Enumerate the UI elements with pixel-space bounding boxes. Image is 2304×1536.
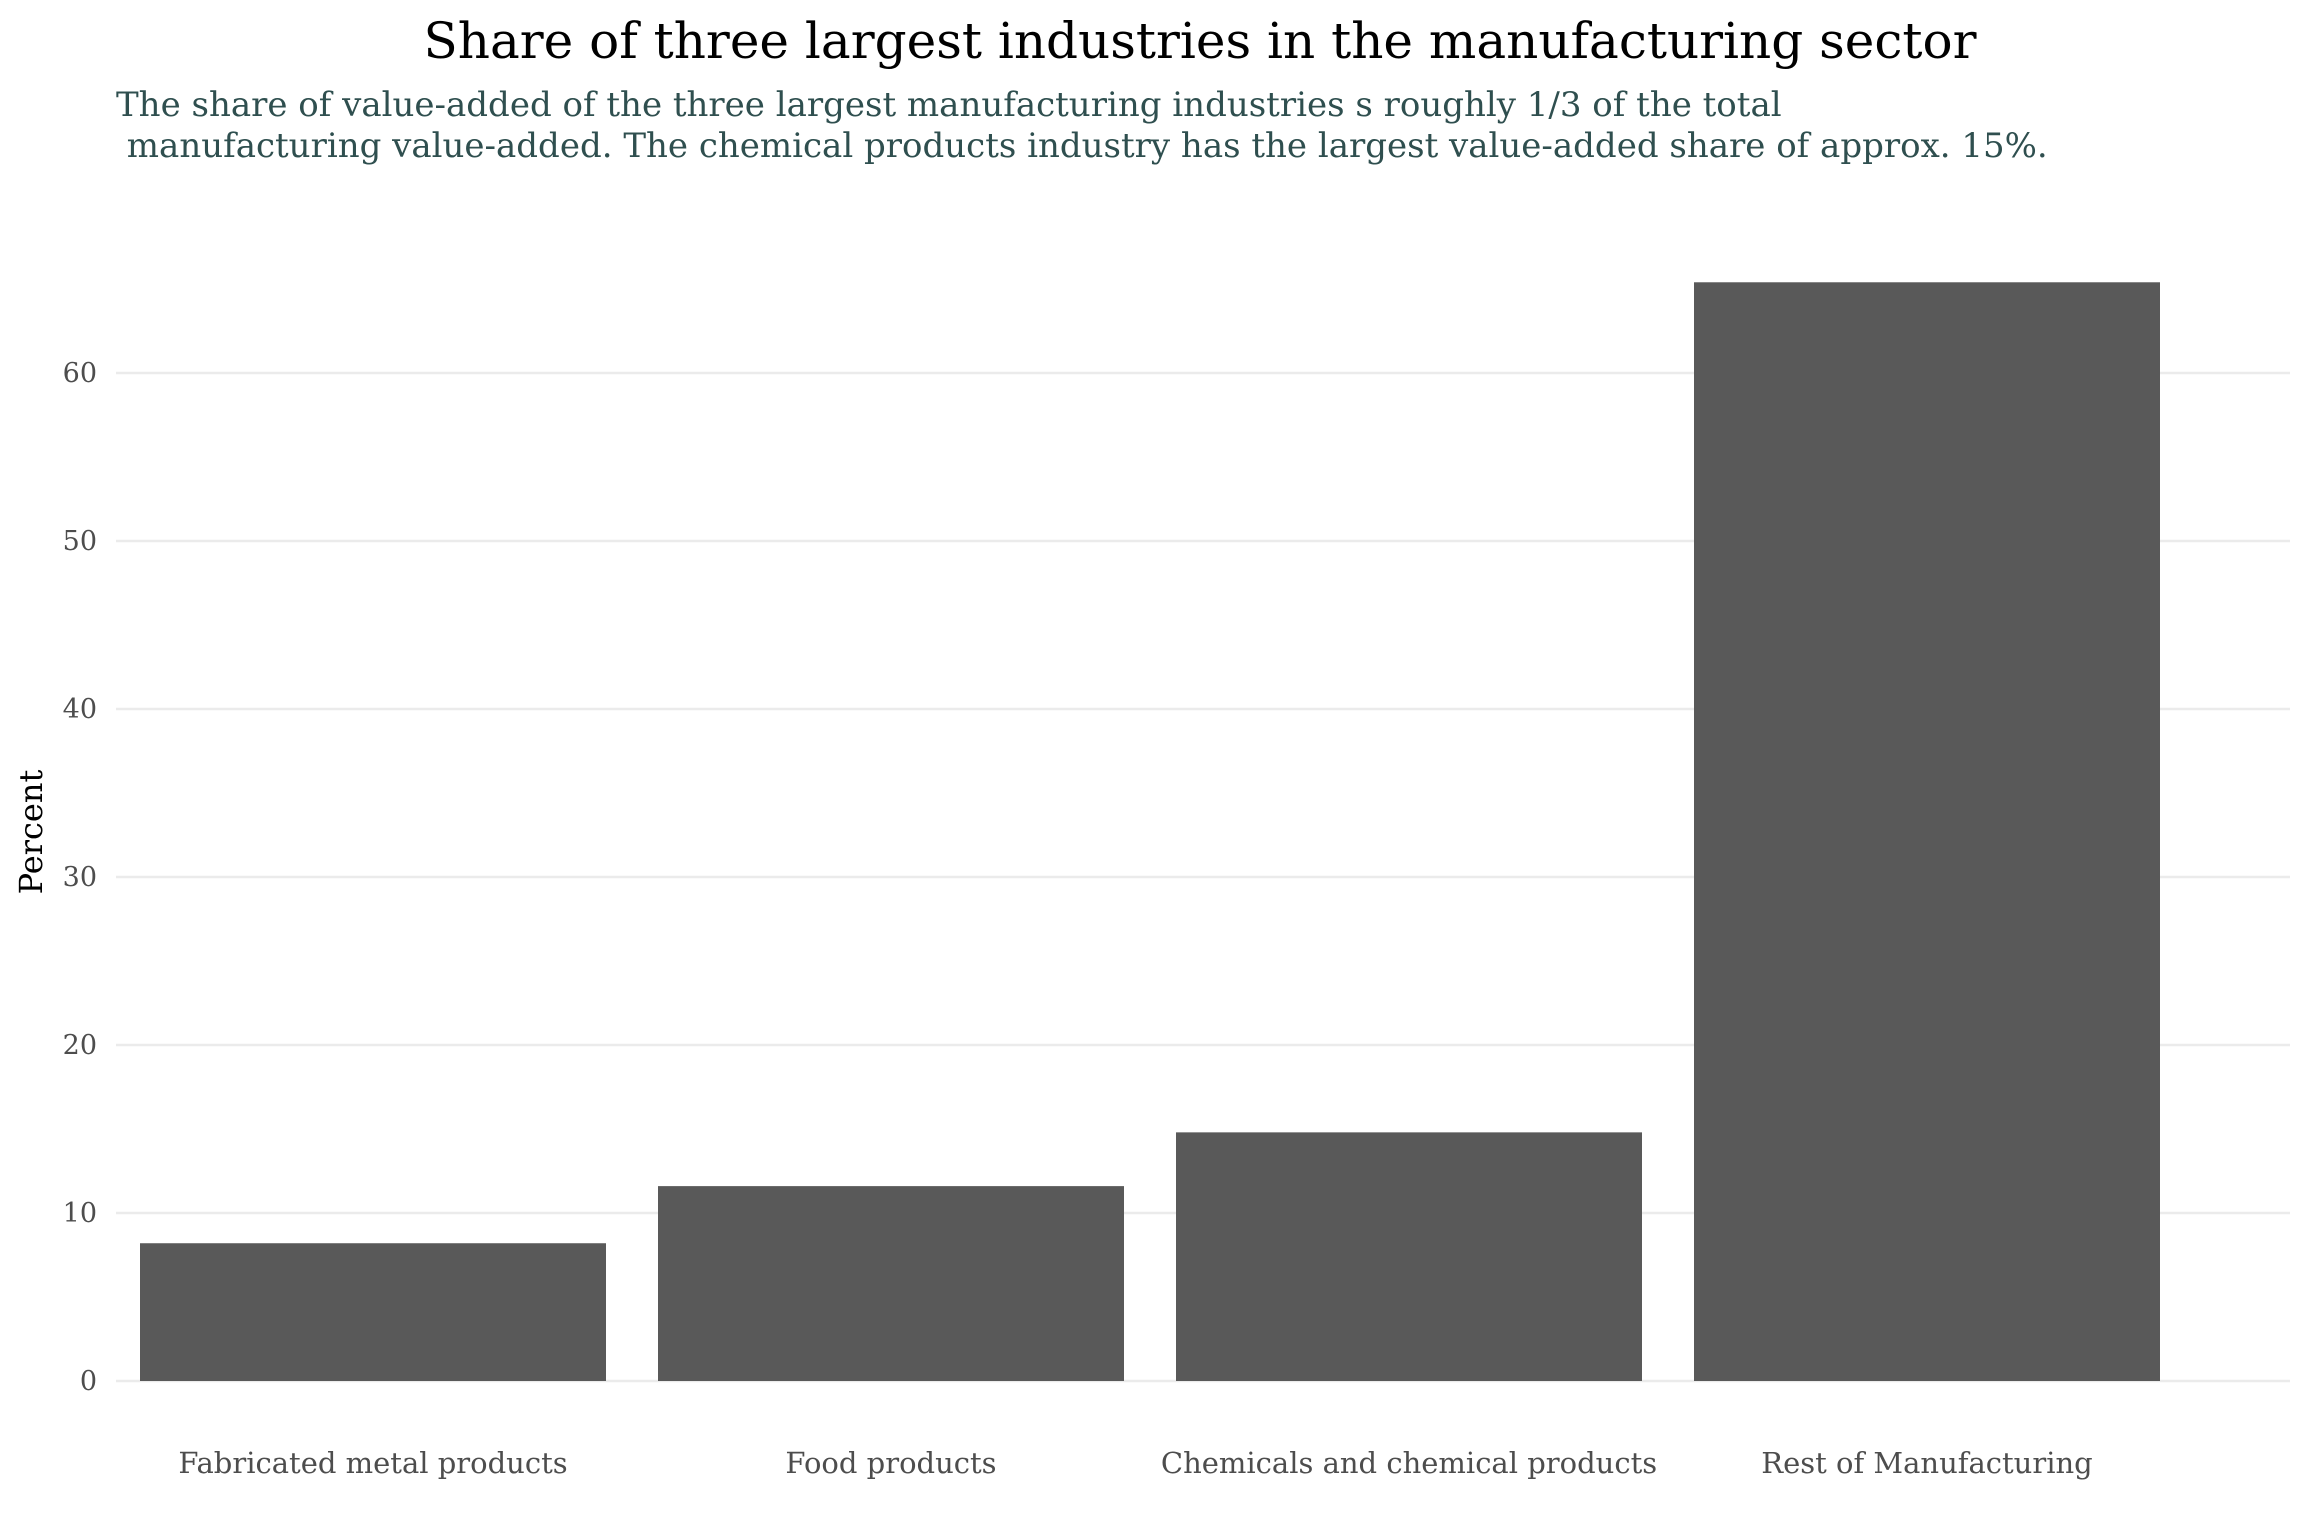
bar-1 [658, 1186, 1124, 1381]
y-tick-label-4: 40 [63, 694, 97, 725]
y-tick-label-1: 10 [63, 1198, 97, 1229]
bar-3 [1694, 282, 2160, 1381]
y-tick-label-3: 30 [63, 862, 97, 893]
chart-title: Share of three largest industries in the… [423, 12, 1976, 70]
y-tick-label-0: 0 [80, 1366, 97, 1397]
x-tick-label-0: Fabricated metal products [178, 1446, 567, 1480]
x-tick-label-3: Rest of Manufacturing [1761, 1446, 2092, 1480]
chart-subtitle-line-2: manufacturing value-added. The chemical … [116, 126, 2048, 166]
y-tick-label-6: 60 [63, 358, 97, 389]
bar-0 [140, 1243, 606, 1381]
x-tick-label-1: Food products [785, 1446, 996, 1480]
y-axis-ticks: 0 10 20 30 40 50 60 [63, 358, 97, 1397]
y-tick-label-2: 20 [63, 1030, 97, 1061]
gridlines [116, 371, 2290, 1383]
x-tick-label-2: Chemicals and chemical products [1161, 1446, 1657, 1480]
bar-2 [1176, 1132, 1642, 1381]
y-axis-label: Percent [12, 770, 50, 895]
y-tick-label-5: 50 [63, 526, 97, 557]
chart-subtitle-line-1: The share of value-added of the three la… [116, 85, 1782, 125]
bars [140, 282, 2160, 1381]
x-axis-ticks: Fabricated metal products Food products Ch… [178, 1446, 2092, 1480]
